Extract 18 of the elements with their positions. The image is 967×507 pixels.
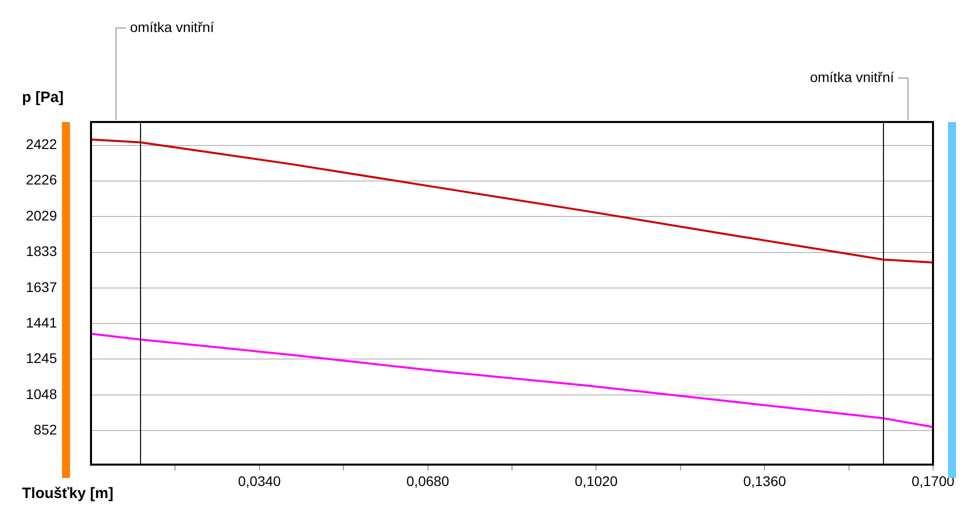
y-tick-label: 2226: [26, 172, 58, 188]
y-tick-label: 1441: [26, 314, 58, 330]
y-axis-title: p [Pa]: [22, 89, 64, 106]
x-tick-label: 0,0340: [238, 472, 282, 489]
y-tick-label: 2029: [26, 208, 58, 224]
x-tick-label: 0,1020: [574, 472, 618, 489]
text: omítka vnitřní: [810, 68, 894, 85]
y-tick-label: 1048: [26, 386, 58, 402]
y-tick-label: 1833: [26, 243, 58, 260]
y-tick-label: 2422: [26, 136, 58, 152]
x-axis-title: Tloušťky [m]: [22, 485, 114, 502]
y-tick-label: 852: [34, 421, 58, 438]
x-tick-label: 0,1700: [912, 472, 955, 489]
text: omítka vnitřní: [130, 18, 214, 35]
y-tick-label: 1637: [26, 278, 58, 295]
x-tick-label: 0,0680: [406, 472, 450, 489]
x-tick-label: 0,1360: [743, 472, 786, 489]
y-tick-label: 1245: [26, 350, 58, 366]
